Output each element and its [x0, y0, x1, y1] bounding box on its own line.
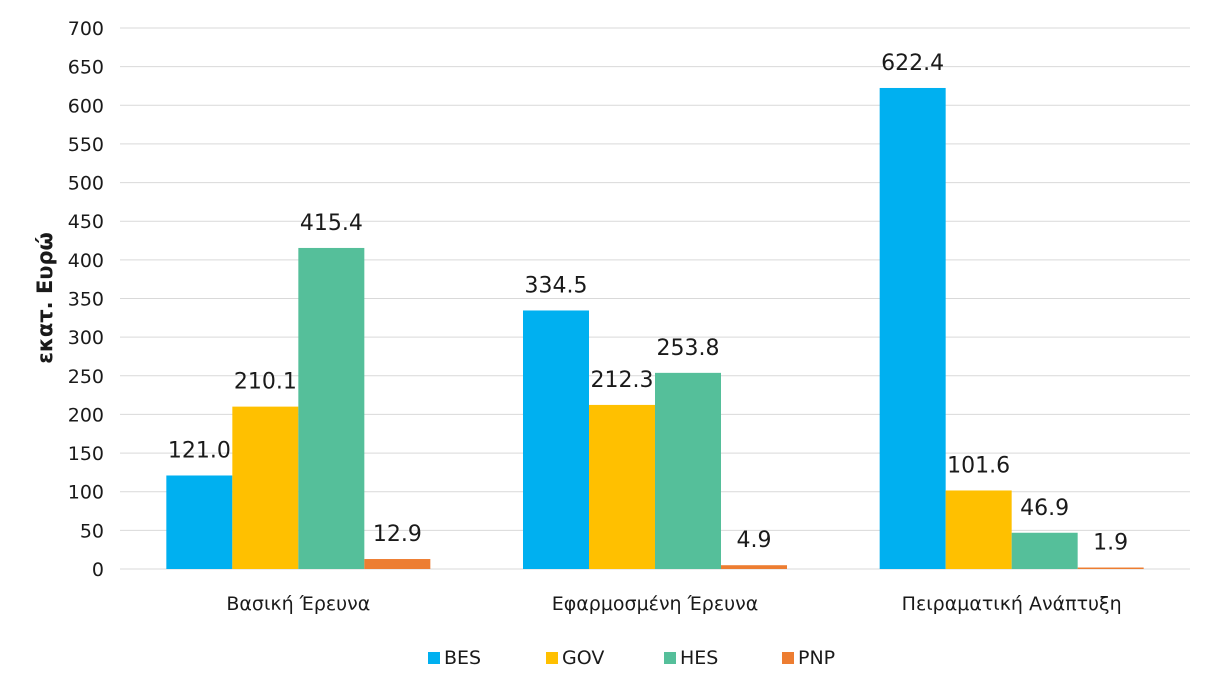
bar-hes [655, 372, 721, 569]
y-tick-label: 700 [68, 18, 104, 40]
legend-label-bes: BES [444, 647, 481, 669]
legend-label-pnp: PNP [798, 647, 835, 669]
bar-hes [1011, 532, 1078, 569]
bar-gov [232, 406, 299, 569]
category-label: Βασική Έρευνα [226, 593, 370, 615]
bar-gov [945, 490, 1012, 569]
data-label: 101.6 [947, 453, 1010, 478]
bars [166, 87, 1144, 569]
data-label: 622.4 [881, 51, 944, 76]
legend-swatch-hes [664, 652, 676, 664]
data-label: 415.4 [300, 211, 363, 236]
bar-bes [879, 87, 946, 569]
y-tick-label: 400 [68, 250, 104, 272]
y-tick-label: 300 [68, 327, 104, 349]
data-label: 253.8 [657, 336, 720, 361]
bar-pnp [364, 559, 431, 569]
data-label: 46.9 [1020, 496, 1069, 521]
category-label: Εφαρμοσμένη Έρευνα [552, 593, 759, 615]
y-axis-ticks: 0 50 100 150 200 250 300 350 400 450 500 550 600 650 7… [68, 18, 104, 581]
bar-bes [166, 475, 233, 569]
bar-bes [523, 310, 589, 569]
data-label: 210.1 [234, 370, 297, 395]
data-label: 212.3 [591, 368, 654, 393]
x-axis-categories: Βασική Έρευνα Εφαρμοσμένη Έρευνα Πειραματι… [226, 593, 1121, 615]
y-tick-label: 450 [68, 211, 104, 233]
data-label: 121.0 [168, 438, 231, 463]
y-tick-label: 150 [68, 443, 104, 465]
data-label: 12.9 [373, 522, 422, 547]
bar-hes [298, 247, 365, 569]
legend-swatch-bes [428, 652, 440, 664]
y-tick-label: 500 [68, 173, 104, 195]
y-tick-label: 0 [92, 559, 104, 581]
legend-label-hes: HES [680, 647, 718, 669]
y-tick-label: 250 [68, 366, 104, 388]
bar-pnp [1077, 567, 1144, 569]
legend-swatch-gov [546, 652, 558, 664]
data-label: 334.5 [525, 273, 588, 298]
data-label: 4.9 [737, 528, 772, 553]
legend-swatch-pnp [782, 652, 794, 664]
data-label: 1.9 [1093, 531, 1128, 556]
legend-label-gov: GOV [562, 647, 604, 669]
y-tick-label: 550 [68, 134, 104, 156]
legend: BES GOV HES PNP [428, 647, 835, 669]
y-axis-label: εκατ. Ευρώ [33, 232, 57, 364]
bar-pnp [721, 565, 787, 569]
y-tick-label: 100 [68, 482, 104, 504]
y-tick-label: 600 [68, 95, 104, 117]
y-tick-label: 350 [68, 289, 104, 311]
y-tick-label: 200 [68, 404, 104, 426]
bar-gov [589, 404, 655, 569]
y-tick-label: 650 [68, 57, 104, 79]
category-label: Πειραματική Ανάπτυξη [902, 593, 1122, 615]
y-tick-label: 50 [80, 520, 104, 542]
